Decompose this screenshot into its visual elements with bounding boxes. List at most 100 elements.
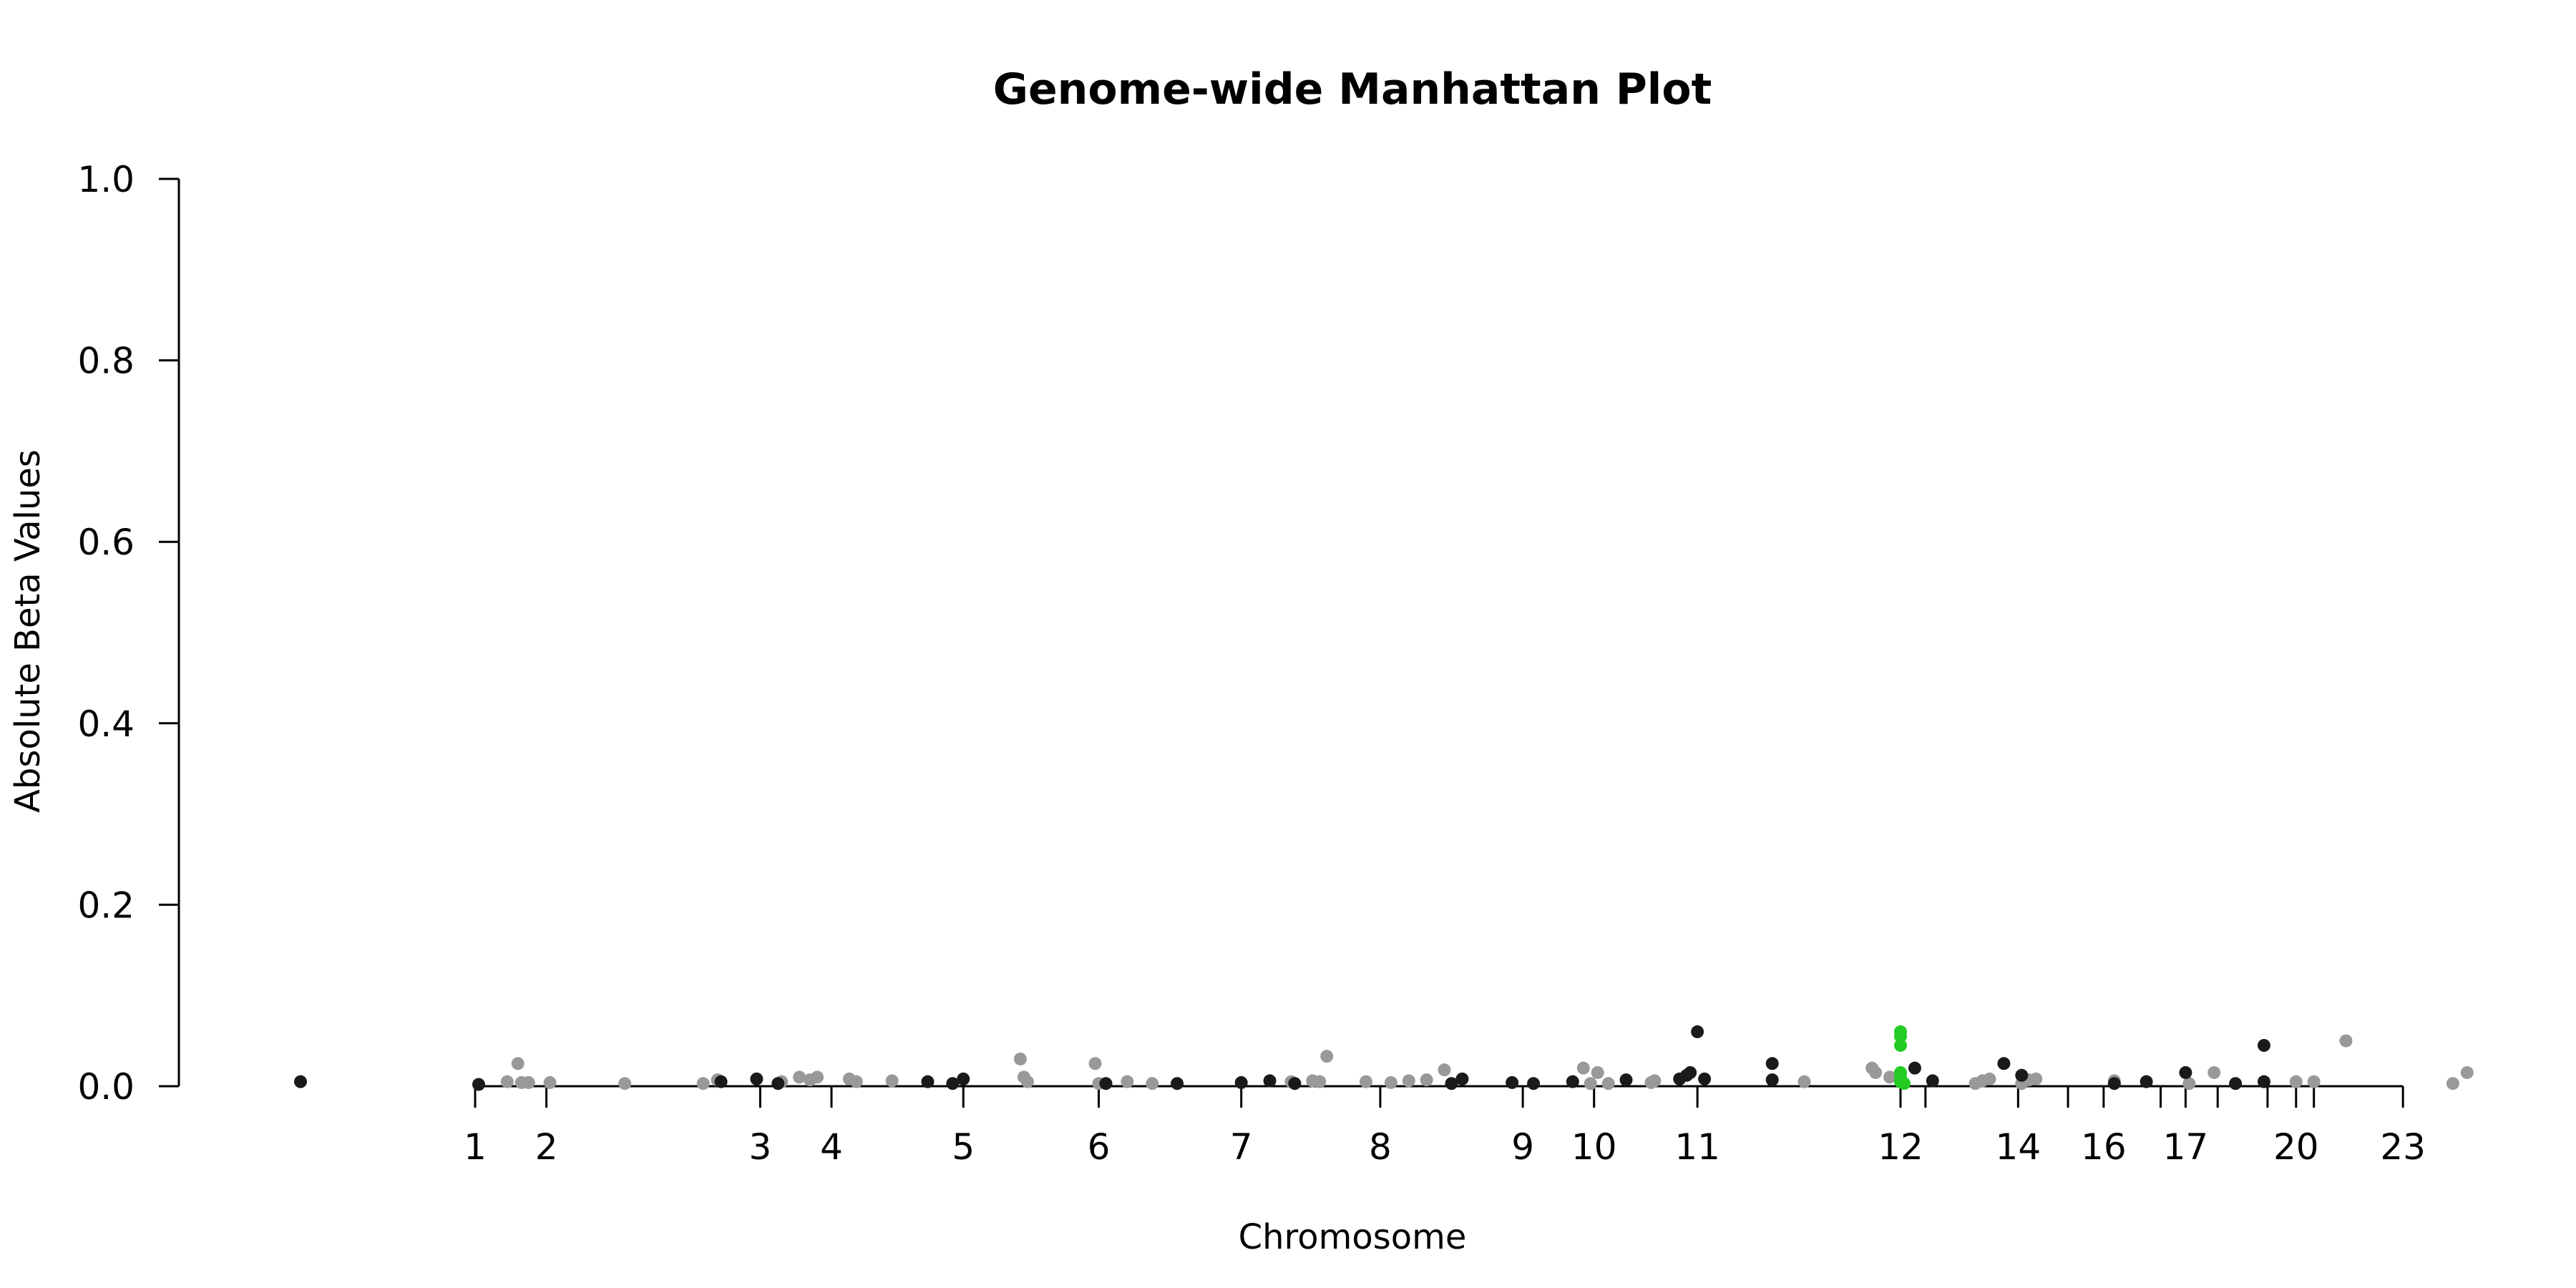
data-point-black xyxy=(1234,1075,1248,1089)
x-axis-label: Chromosome xyxy=(1239,1217,1467,1257)
data-point-highlight xyxy=(1897,1077,1911,1091)
data-point-gray xyxy=(2307,1075,2321,1088)
data-point-black xyxy=(1684,1065,1697,1079)
data-point-gray xyxy=(1591,1065,1604,1079)
chart-title: Genome-wide Manhattan Plot xyxy=(993,64,1712,114)
data-point-black xyxy=(1263,1074,1277,1088)
data-point-gray xyxy=(1983,1072,1996,1085)
y-tick-label: 1.0 xyxy=(77,159,135,200)
data-point-black xyxy=(2107,1077,2121,1091)
data-point-black xyxy=(2229,1077,2243,1091)
data-point-gray xyxy=(1360,1075,1372,1088)
data-point-gray xyxy=(2029,1072,2043,1085)
data-point-black xyxy=(1445,1077,1458,1091)
data-point-gray xyxy=(1088,1057,1102,1070)
data-point-gray xyxy=(849,1075,863,1088)
data-point-black xyxy=(2140,1075,2153,1088)
data-point-black xyxy=(1527,1077,1541,1091)
data-point-gray xyxy=(1601,1077,1615,1091)
data-point-black xyxy=(1698,1072,1712,1085)
data-point-black xyxy=(771,1077,785,1091)
data-point-highlight xyxy=(1894,1038,1907,1052)
data-point-black xyxy=(1099,1077,1113,1091)
data-point-gray xyxy=(1648,1074,1662,1088)
y-tick-label: 0.0 xyxy=(77,1066,135,1108)
data-point-gray xyxy=(543,1075,557,1089)
data-point-black xyxy=(1926,1074,1939,1088)
data-point-gray xyxy=(1797,1075,1811,1088)
x-tick-label: 7 xyxy=(1230,1126,1253,1168)
data-point-black xyxy=(1997,1057,2011,1070)
data-point-gray xyxy=(522,1075,535,1089)
data-point-black xyxy=(750,1072,763,1085)
data-point-gray xyxy=(1402,1074,1415,1088)
data-point-gray xyxy=(1420,1073,1433,1087)
data-point-black xyxy=(1765,1057,1779,1070)
data-point-black xyxy=(2257,1038,2270,1052)
data-point-black xyxy=(921,1075,935,1088)
x-tick-label: 16 xyxy=(2081,1126,2127,1168)
data-point-gray xyxy=(1313,1075,1327,1088)
x-tick-label: 20 xyxy=(2273,1126,2319,1168)
data-point-black xyxy=(2257,1075,2270,1088)
data-point-gray xyxy=(793,1070,806,1084)
data-point-highlight xyxy=(1894,1030,1907,1043)
data-point-gray xyxy=(1121,1075,1134,1088)
x-tick-label: 23 xyxy=(2380,1126,2426,1168)
data-point-gray xyxy=(2339,1034,2353,1048)
data-point-gray xyxy=(511,1057,525,1070)
x-tick-label: 5 xyxy=(952,1126,975,1168)
data-point-gray xyxy=(2207,1065,2221,1079)
data-point-black xyxy=(1765,1073,1779,1087)
data-point-black xyxy=(2179,1065,2192,1079)
data-point-gray xyxy=(1146,1077,1159,1091)
data-point-gray xyxy=(2460,1065,2474,1079)
data-point-black xyxy=(1619,1073,1633,1087)
x-tick-label: 9 xyxy=(1511,1126,1534,1168)
data-point-gray xyxy=(811,1070,824,1084)
data-point-gray xyxy=(1013,1052,1027,1065)
data-point-gray xyxy=(1384,1075,1397,1089)
x-tick-label: 10 xyxy=(1571,1126,1617,1168)
data-point-gray xyxy=(1883,1070,1897,1084)
x-tick-label: 17 xyxy=(2163,1126,2209,1168)
x-tick-label: 11 xyxy=(1674,1126,1720,1168)
data-point-gray xyxy=(1438,1063,1451,1077)
data-point-gray xyxy=(696,1077,710,1091)
data-point-black xyxy=(1506,1075,1519,1089)
data-point-gray xyxy=(500,1075,514,1088)
x-tick-label: 3 xyxy=(748,1126,771,1168)
y-tick-label: 0.4 xyxy=(77,703,135,745)
data-point-black xyxy=(1566,1075,1579,1088)
x-axis: 1 2 3 4 5 6 7 8 9 10 11 12 14 16 17 20 23 xyxy=(464,1085,2426,1168)
y-axis-label: Absolute Beta Values xyxy=(8,449,48,813)
x-tick-label: 12 xyxy=(1878,1126,1923,1168)
y-tick-label: 0.2 xyxy=(77,884,135,926)
data-point-gray xyxy=(2182,1077,2196,1091)
x-tick-label: 2 xyxy=(535,1126,558,1168)
y-axis: 0.0 0.2 0.4 0.6 0.8 1.0 xyxy=(77,159,180,1108)
data-point-gray xyxy=(618,1077,632,1091)
data-point-black xyxy=(293,1075,307,1088)
data-point-gray xyxy=(1584,1077,1597,1091)
x-tick-label: 1 xyxy=(464,1126,487,1168)
data-point-black xyxy=(1171,1077,1184,1091)
data-point-gray xyxy=(2446,1077,2459,1091)
data-point-gray xyxy=(1869,1065,1883,1079)
data-point-black xyxy=(472,1078,485,1091)
x-tick-label: 8 xyxy=(1369,1126,1392,1168)
data-point-black xyxy=(2015,1068,2029,1082)
data-point-gray xyxy=(885,1074,899,1088)
x-tick-label: 6 xyxy=(1088,1126,1111,1168)
data-point-black xyxy=(714,1075,728,1088)
data-point-gray xyxy=(1020,1075,1034,1088)
data-point-gray xyxy=(1320,1050,1334,1063)
x-tick-label: 4 xyxy=(820,1126,843,1168)
y-tick-label: 0.6 xyxy=(77,522,135,563)
data-point-black xyxy=(946,1077,960,1091)
data-points xyxy=(293,1025,2474,1091)
data-point-black xyxy=(1288,1077,1302,1091)
data-point-gray xyxy=(1576,1061,1590,1075)
data-point-black xyxy=(1691,1025,1704,1038)
